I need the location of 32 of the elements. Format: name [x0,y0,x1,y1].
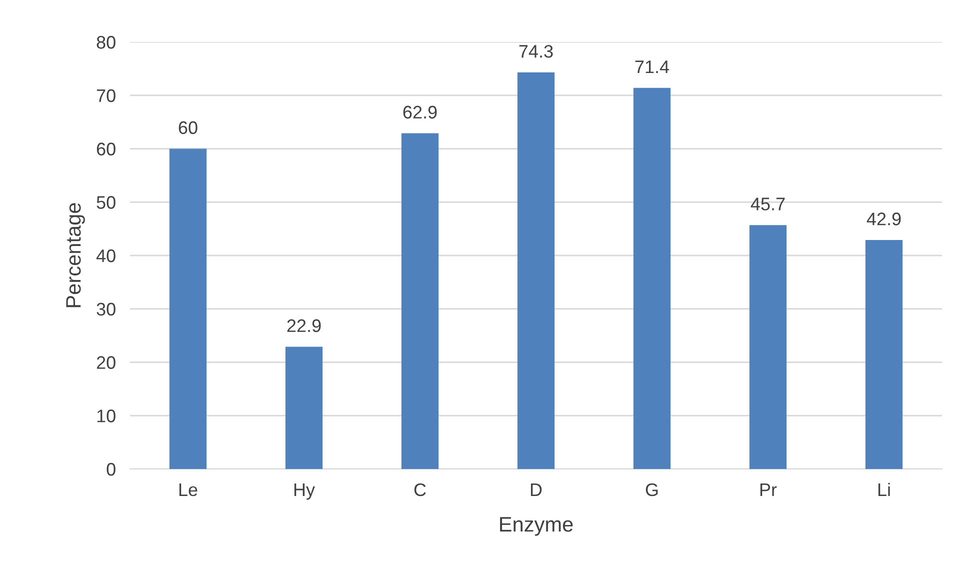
y-tick-label: 40 [96,249,116,262]
data-label: 74.3 [519,44,553,58]
y-tick-label: 70 [96,89,116,102]
y-tick-label: 0 [106,462,116,476]
y-tick-label: 60 [96,142,116,156]
bar [285,346,323,469]
x-tick-label: Pr [760,484,777,496]
data-label: 22.9 [287,319,321,332]
x-tick-label: D [530,484,542,496]
bar [633,88,671,469]
data-label: 62.9 [403,106,437,119]
data-label: 42.9 [866,212,901,226]
x-tick-label: Hy [294,484,315,500]
y-tick-label: 20 [96,356,116,369]
bar [517,72,555,469]
bar [865,240,903,469]
x-tick-label: G [646,483,658,496]
x-axis-title: Enzyme [500,517,573,536]
y-axis-title: Percentage [66,203,85,308]
x-tick-label: Le [179,484,198,496]
y-tick-label: 30 [96,302,116,316]
y-tick-label: 10 [97,410,116,422]
bar [401,133,439,469]
bar [169,148,207,469]
data-label: 45.7 [750,198,785,210]
bar [749,225,787,469]
data-label: 71.4 [635,60,670,74]
data-label: 60 [178,121,198,134]
y-tick-label: 50 [96,196,116,209]
y-tick-label: 80 [96,36,116,49]
x-tick-label: C [414,483,426,496]
x-tick-label: Li [878,482,890,496]
